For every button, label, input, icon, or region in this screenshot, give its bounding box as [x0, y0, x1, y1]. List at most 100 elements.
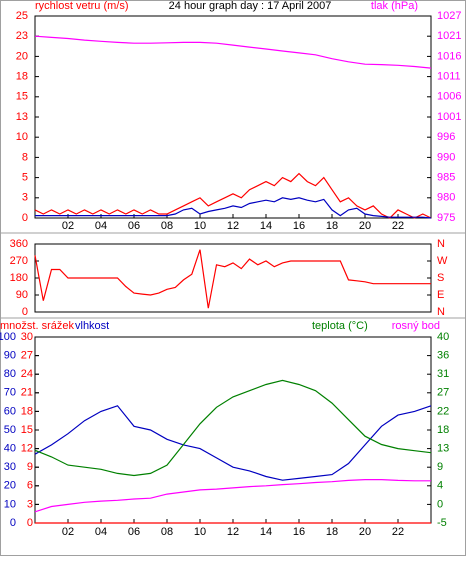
y-tick-label: 60 — [4, 405, 16, 417]
y2-tick-label: 975 — [437, 212, 455, 224]
x-tick-label: 14 — [260, 526, 272, 538]
y2-tick-label: 1011 — [437, 71, 461, 83]
y-tick-label: 40 — [4, 443, 16, 455]
y-tick-label: 0 — [10, 517, 16, 529]
y-tick-label: 70 — [4, 387, 16, 399]
y2-tick-label: 980 — [437, 192, 455, 204]
x-tick-label: 10 — [194, 220, 206, 232]
y2-tick-label: S — [437, 272, 444, 284]
legend-entry: vlhkost — [75, 320, 109, 332]
y-tick-label: 18 — [16, 71, 28, 83]
y2-tick-label: 1006 — [437, 91, 461, 103]
y2-axis-label: tlak (hPa) — [371, 0, 418, 12]
y2-tick-label: 1027 — [437, 10, 461, 22]
x-tick-label: 06 — [128, 220, 140, 232]
y2-tick-label: 9 — [437, 461, 443, 473]
y2-tick-label: 22 — [437, 405, 449, 417]
series-line — [34, 249, 431, 309]
series-line — [34, 479, 431, 513]
y2-tick-label: 985 — [437, 172, 455, 184]
y-tick-label: 20 — [16, 50, 28, 62]
y-tick-label: 180 — [10, 272, 28, 284]
y2-tick-label: 990 — [437, 151, 455, 163]
y3-tick-label: 24 — [21, 368, 33, 380]
y-tick-label: 30 — [4, 461, 16, 473]
x-tick-label: 22 — [392, 526, 404, 538]
y2-tick-label: N — [437, 238, 445, 250]
y3-tick-label: 18 — [21, 405, 33, 417]
y2-tick-label: 1001 — [437, 111, 461, 123]
legend-entry: množst. srážek — [0, 320, 74, 332]
y3-tick-label: 30 — [21, 331, 33, 343]
y-tick-label: 25 — [16, 10, 28, 22]
y2-tick-label: -5 — [437, 517, 447, 529]
y-tick-label: 360 — [10, 238, 28, 250]
y-tick-label: 13 — [16, 111, 28, 123]
x-tick-label: 18 — [326, 526, 338, 538]
y2-tick-label: 0 — [437, 498, 443, 510]
x-tick-label: 02 — [62, 526, 74, 538]
y3-tick-label: 12 — [21, 443, 33, 455]
x-tick-label: 18 — [326, 220, 338, 232]
y2-tick-label: 1016 — [437, 50, 461, 62]
y-tick-label: 20 — [4, 480, 16, 492]
x-tick-label: 20 — [359, 526, 371, 538]
y-tick-label: 15 — [16, 91, 28, 103]
y2-tick-label: 27 — [437, 387, 449, 399]
y-tick-label: 80 — [4, 368, 16, 380]
y3-tick-label: 0 — [27, 517, 33, 529]
x-tick-label: 06 — [128, 526, 140, 538]
x-tick-label: 14 — [260, 220, 272, 232]
y-tick-label: 50 — [4, 424, 16, 436]
x-tick-label: 20 — [359, 220, 371, 232]
x-tick-label: 08 — [161, 526, 173, 538]
y2-tick-label: 13 — [437, 443, 449, 455]
x-tick-label: 02 — [62, 220, 74, 232]
y-tick-label: 8 — [22, 151, 28, 163]
y-tick-label: 5 — [22, 172, 28, 184]
y-tick-label: 90 — [16, 289, 28, 301]
x-tick-label: 04 — [95, 220, 107, 232]
y3-tick-label: 21 — [21, 387, 33, 399]
y-tick-label: 0 — [22, 212, 28, 224]
x-tick-label: 10 — [194, 526, 206, 538]
y-axis-label: rychlost vetru (m/s) — [35, 0, 129, 12]
x-tick-label: 12 — [227, 220, 239, 232]
y-tick-label: 10 — [16, 131, 28, 143]
series-line — [34, 172, 432, 219]
y2-tick-label: N — [437, 306, 445, 318]
y3-tick-label: 6 — [27, 480, 33, 492]
x-tick-label: 04 — [95, 526, 107, 538]
y2-tick-label: 18 — [437, 424, 449, 436]
y2-tick-label: 40 — [437, 331, 449, 343]
x-tick-label: 08 — [161, 220, 173, 232]
y2-tick-label: E — [437, 289, 444, 301]
y-tick-label: 3 — [22, 192, 28, 204]
y2-tick-label: W — [437, 255, 448, 267]
y3-tick-label: 15 — [21, 424, 33, 436]
series-line — [35, 197, 432, 219]
series-line — [34, 405, 432, 481]
y2-tick-label: 31 — [437, 368, 449, 380]
y-tick-label: 0 — [22, 306, 28, 318]
x-tick-label: 16 — [293, 526, 305, 538]
x-tick-label: 22 — [392, 220, 404, 232]
legend-entry: rosný bod — [392, 320, 440, 332]
y-tick-label: 10 — [4, 498, 16, 510]
y3-tick-label: 27 — [21, 350, 33, 362]
legend-entry: teplota (°C) — [312, 320, 368, 332]
y2-tick-label: 4 — [437, 480, 443, 492]
x-tick-label: 16 — [293, 220, 305, 232]
y-tick-label: 90 — [4, 350, 16, 362]
y-tick-label: 270 — [10, 255, 28, 267]
y2-tick-label: 996 — [437, 131, 455, 143]
x-tick-label: 12 — [227, 526, 239, 538]
y2-tick-label: 1021 — [437, 30, 461, 42]
y-tick-label: 100 — [0, 331, 16, 343]
y3-tick-label: 9 — [27, 461, 33, 473]
chart-title: 24 hour graph day : 17 April 2007 — [169, 0, 332, 12]
y2-tick-label: 36 — [437, 350, 449, 362]
y3-tick-label: 3 — [27, 498, 33, 510]
series-line — [34, 35, 432, 69]
